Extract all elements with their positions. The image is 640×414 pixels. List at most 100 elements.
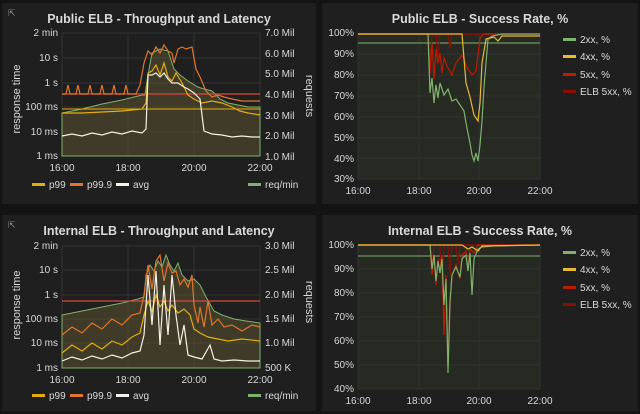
x-tick: 16:00 [345,186,370,197]
y-right-axis-label: requests [303,75,315,118]
legend-item-req-min[interactable]: req/min [248,391,298,402]
panel-title: Internal ELB - Success Rate, % [387,224,573,238]
legend-label: avg [133,180,150,191]
y-left-tick: 100 ms [25,314,58,325]
panel-internal-success-rate[interactable]: Internal ELB - Success Rate, % 100% 90% … [322,215,638,411]
y-right-tick: 3.0 Mil [265,241,294,252]
panel-public-throughput[interactable]: ⇱ Public ELB - Throughput and Latency re… [2,3,316,204]
legend-label: avg [133,391,150,402]
y-tick: 80% [334,288,354,299]
legend-item-p999[interactable]: p99.9 [70,391,112,402]
y-right-tick: 7.0 Mil [265,28,294,39]
x-tick: 16:00 [49,375,74,386]
x-tick: 16:00 [345,396,370,407]
x-tick: 20:00 [181,375,206,386]
legend-label: req/min [265,180,299,191]
x-tick: 20:00 [466,186,491,197]
series-4xx [358,33,540,123]
legend-swatch [563,72,576,76]
y-right-tick: 5.0 Mil [265,69,294,80]
x-tick: 18:00 [406,396,431,407]
series-req-per-min [61,253,261,369]
x-tick: 18:00 [115,375,140,386]
legend-item-4xx[interactable]: 4xx, % [563,52,610,63]
y-left-tick: 2 min [34,28,58,39]
x-tick: 22:00 [247,375,272,386]
share-icon[interactable]: ⇱ [8,220,16,230]
y-right-tick: 2.0 Mil [265,131,294,142]
y-right-tick: 500 K [265,363,291,374]
series-p99 [61,292,261,354]
x-tick: 18:00 [406,186,431,197]
y-left-tick: 1 ms [36,151,58,162]
legend-label: p99.9 [87,180,113,191]
y-tick: 30% [334,174,354,185]
share-icon[interactable]: ⇱ [8,8,16,18]
legend-swatch [116,182,129,186]
legend-item-5xx[interactable]: 5xx, % [563,70,610,81]
series-5xx [358,33,540,80]
y-right-tick: 6.0 Mil [265,49,294,60]
legend-item-2xx[interactable]: 2xx, % [563,35,610,46]
y-left-tick: 10 ms [31,338,58,349]
y-left-tick: 1 s [45,290,58,301]
y-right-tick: 2.5 Mil [265,265,294,276]
x-tick: 20:00 [181,163,206,174]
y-right-tick: 2.0 Mil [265,290,294,301]
legend-item-p999[interactable]: p99.9 [70,180,112,191]
legend-item-elb-5xx[interactable]: ELB 5xx, % [563,87,632,98]
y-tick: 50% [334,133,354,144]
y-left-tick: 1 ms [36,363,58,374]
legend-swatch [563,54,576,58]
chart-public-throughput: response time requests 2 min 10 s 1 s 10… [11,28,315,174]
legend-item-elb-5xx[interactable]: ELB 5xx, % [563,300,632,311]
y-left-tick: 10 ms [31,127,58,138]
legend-label: ELB 5xx, % [580,300,632,311]
panel-public-success-rate[interactable]: Public ELB - Success Rate, % 100% 90% 80… [322,3,638,204]
legend-item-p99[interactable]: p99 [32,391,66,402]
y-left-axis-label: response time [11,270,23,339]
series-req-per-min [61,48,261,157]
legend-label: p99 [49,391,66,402]
legend-item-avg[interactable]: avg [116,180,149,191]
chart-internal-throughput: response time requests 2 min 10 s 1 s 10… [11,241,315,386]
y-tick: 100% [328,240,354,251]
legend-item-p99[interactable]: p99 [32,180,66,191]
legend-item-req-min[interactable]: req/min [248,180,298,191]
y-right-tick: 1.5 Mil [265,314,294,325]
x-tick: 22:00 [527,186,552,197]
series-2xx [358,244,541,374]
panel-title: Internal ELB - Throughput and Latency [43,224,275,238]
panel-title: Public ELB - Success Rate, % [391,12,569,26]
series-avg [61,270,260,362]
y-tick: 90% [334,264,354,275]
legend-label: 2xx, % [580,248,611,259]
legend-swatch [563,285,576,289]
panel-title: Public ELB - Throughput and Latency [47,12,271,26]
chart-public-success-rate: 100% 90% 80% 70% 60% 50% 40% 30% [328,28,553,197]
legend-item-4xx[interactable]: 4xx, % [563,265,610,276]
y-left-tick: 1 s [45,78,58,89]
legend-label: 5xx, % [580,283,611,294]
y-right-tick: 3.0 Mil [265,111,294,122]
chart-internal-success-rate: 100% 90% 80% 70% 60% 50% 40% [328,240,553,407]
y-tick: 100% [328,28,354,39]
legend-swatch [116,393,129,397]
y-right-axis-label: requests [303,281,315,324]
legend-swatch [248,182,261,186]
legend-item-5xx[interactable]: 5xx, % [563,283,610,294]
legend-swatch [563,250,576,254]
series-p999 [61,253,261,336]
y-tick: 80% [334,70,354,81]
legend-swatch [563,89,576,93]
y-right-tick: 1.0 Mil [265,338,294,349]
legend-item-avg[interactable]: avg [116,391,149,402]
x-tick: 22:00 [247,163,272,174]
y-left-tick: 10 s [39,265,58,276]
legend-item-2xx[interactable]: 2xx, % [563,248,610,259]
panel-internal-throughput[interactable]: ⇱ Internal ELB - Throughput and Latency … [2,215,316,411]
y-left-tick: 10 s [39,53,58,64]
legend-swatch [563,302,576,306]
y-right-tick: 1.0 Mil [265,152,294,163]
